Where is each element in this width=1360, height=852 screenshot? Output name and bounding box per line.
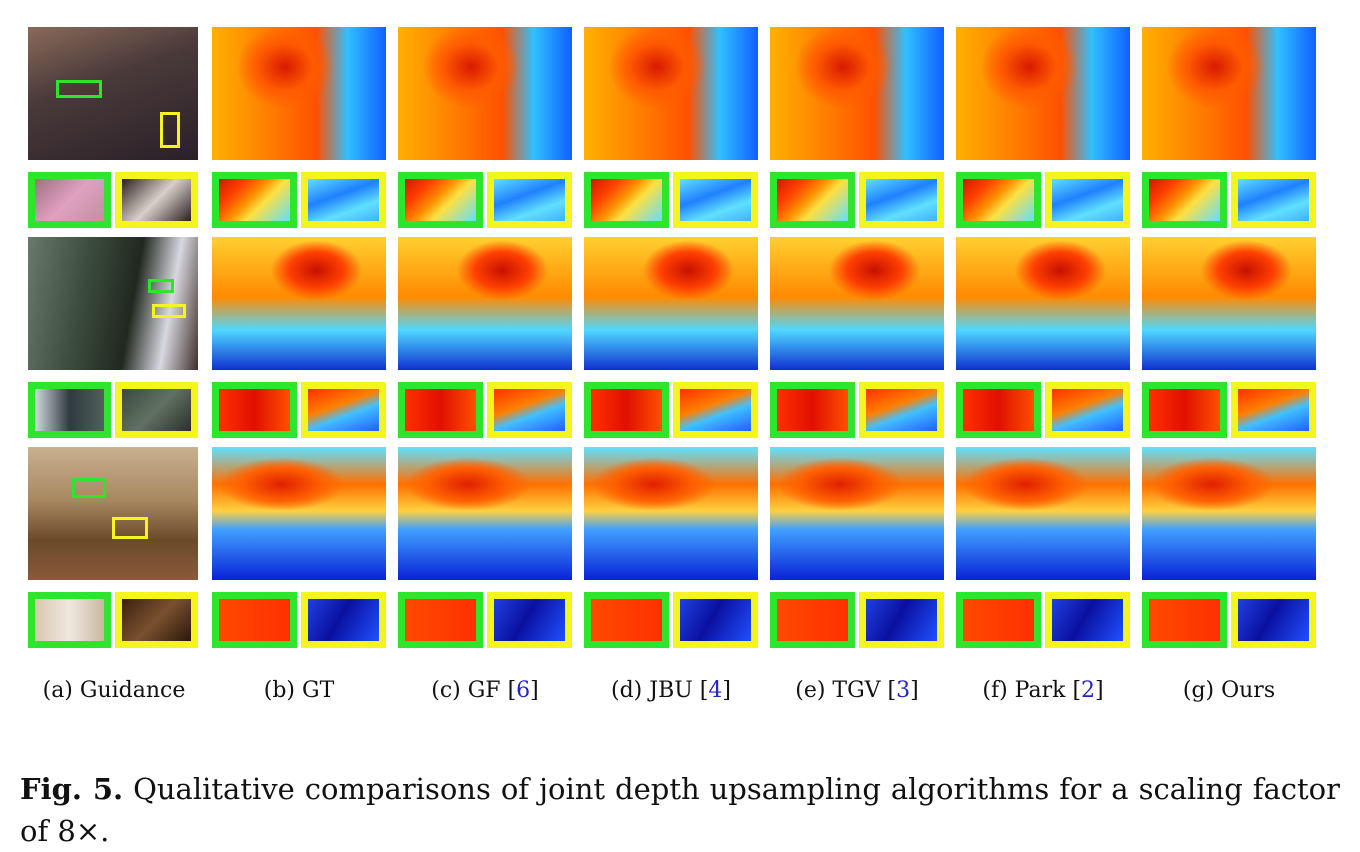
column-label-b: (b) GT [263,678,335,703]
zoom-inset-green [212,382,297,438]
zoom-inset-green [28,382,111,438]
zoom-inset-yellow [1231,592,1316,648]
depth-map-image [770,237,944,370]
guidance-image [28,237,198,370]
zoom-inset-green [770,172,855,228]
zoom-inset-yellow [115,382,198,438]
region-box-green [56,80,102,98]
region-box-yellow [160,112,180,148]
citation-link[interactable]: 2 [1081,678,1096,703]
zoom-inset-green [584,172,669,228]
citation-link[interactable]: 3 [896,678,911,703]
citation-link[interactable]: 6 [516,678,531,703]
zoom-inset-green [212,172,297,228]
depth-map-image [770,447,944,580]
zoom-inset-yellow [487,382,572,438]
zoom-inset-yellow [1045,382,1130,438]
region-box-green [148,279,174,293]
zoom-inset-green [1142,382,1227,438]
depth-map-image [956,237,1130,370]
zoom-inset-green [956,172,1041,228]
zoom-inset-green [584,382,669,438]
zoom-inset-green [398,172,483,228]
zoom-inset-yellow [1231,382,1316,438]
zoom-inset-yellow [115,592,198,648]
depth-map-image [398,447,572,580]
depth-map-image [398,237,572,370]
zoom-inset-green [956,592,1041,648]
depth-map-image [398,27,572,160]
zoom-inset-yellow [673,382,758,438]
zoom-inset-yellow [301,592,386,648]
depth-map-image [584,27,758,160]
zoom-inset-yellow [115,172,198,228]
column-label-e: (e) TGV [3] [795,678,919,703]
zoom-inset-green [398,382,483,438]
zoom-inset-green [28,172,111,228]
zoom-inset-yellow [301,172,386,228]
zoom-inset-yellow [1045,172,1130,228]
depth-map-image [956,447,1130,580]
depth-map-image [584,447,758,580]
zoom-inset-green [1142,172,1227,228]
depth-map-image [770,27,944,160]
zoom-inset-green [584,592,669,648]
region-box-green [72,478,106,498]
zoom-inset-yellow [487,172,572,228]
depth-map-image [212,237,386,370]
zoom-inset-yellow [301,382,386,438]
depth-map-image [956,27,1130,160]
zoom-inset-green [770,592,855,648]
zoom-inset-green [398,592,483,648]
column-label-g: (g) Ours [1182,678,1276,703]
zoom-inset-green [28,592,111,648]
zoom-inset-yellow [1231,172,1316,228]
region-box-yellow [152,304,186,318]
zoom-inset-yellow [673,172,758,228]
column-label-c: (c) GF [6] [431,678,539,703]
depth-map-image [212,27,386,160]
depth-map-image [584,237,758,370]
region-box-yellow [112,517,148,539]
zoom-inset-green [212,592,297,648]
zoom-inset-yellow [859,592,944,648]
zoom-inset-yellow [673,592,758,648]
zoom-inset-green [1142,592,1227,648]
column-label-f: (f) Park [2] [982,678,1104,703]
depth-map-image [1142,447,1316,580]
citation-link[interactable]: 4 [708,678,723,703]
figure-caption: Fig. 5. Qualitative comparisons of joint… [20,772,1340,848]
zoom-inset-green [956,382,1041,438]
depth-map-image [1142,237,1316,370]
column-label-a: (a) Guidance [42,678,186,703]
depth-map-image [1142,27,1316,160]
zoom-inset-yellow [1045,592,1130,648]
column-label-d: (d) JBU [4] [611,678,731,703]
zoom-inset-green [770,382,855,438]
guidance-image [28,447,198,580]
depth-map-image [212,447,386,580]
zoom-inset-yellow [487,592,572,648]
zoom-inset-yellow [859,172,944,228]
zoom-inset-yellow [859,382,944,438]
